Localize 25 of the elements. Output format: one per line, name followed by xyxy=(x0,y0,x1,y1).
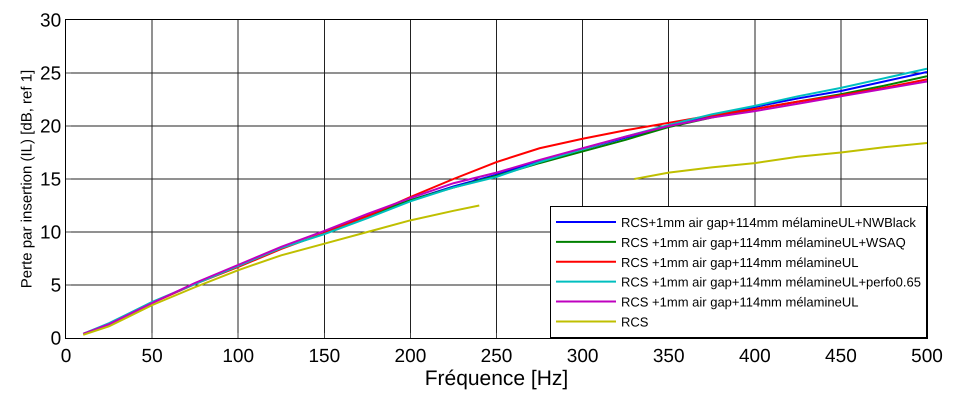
legend-label: RCS xyxy=(621,314,649,330)
y-tick-label: 5 xyxy=(50,276,62,297)
x-tick-label: 500 xyxy=(911,346,943,367)
x-tick-label: 50 xyxy=(142,346,163,367)
x-tick-label: 300 xyxy=(566,346,598,367)
y-tick-label: 25 xyxy=(40,64,62,85)
x-tick-label: 350 xyxy=(652,346,685,367)
x-axis-title: Fréquence [Hz] xyxy=(424,367,568,390)
legend-label: RCS +1mm air gap+114mm mélamineUL xyxy=(621,254,858,270)
y-axis-title: Perte par insertion (IL) [dB, ref 1] xyxy=(18,70,36,288)
y-tick-label: 10 xyxy=(40,222,62,244)
x-tick-label: 150 xyxy=(308,346,340,367)
x-tick-label: 100 xyxy=(222,346,254,367)
y-tick-label: 15 xyxy=(40,170,62,191)
y-tick-label: 0 xyxy=(50,328,62,350)
x-tick-label: 250 xyxy=(480,346,512,367)
legend-label: RCS+1mm air gap+114mm mélamineUL+NWBlack xyxy=(621,215,916,230)
x-tick-label: 400 xyxy=(738,346,771,367)
y-tick-label: 30 xyxy=(40,10,62,32)
y-tick-label: 20 xyxy=(40,116,62,138)
legend-label: RCS +1mm air gap+114mm mélamineUL xyxy=(621,294,858,310)
x-tick-label: 450 xyxy=(825,346,857,367)
x-tick-label: 200 xyxy=(394,346,426,367)
legend-label: RCS +1mm air gap+114mm mélamineUL+perfo0.65 xyxy=(621,274,921,290)
legend-label: RCS +1mm air gap+114mm mélamineUL+WSAQ xyxy=(621,234,906,250)
